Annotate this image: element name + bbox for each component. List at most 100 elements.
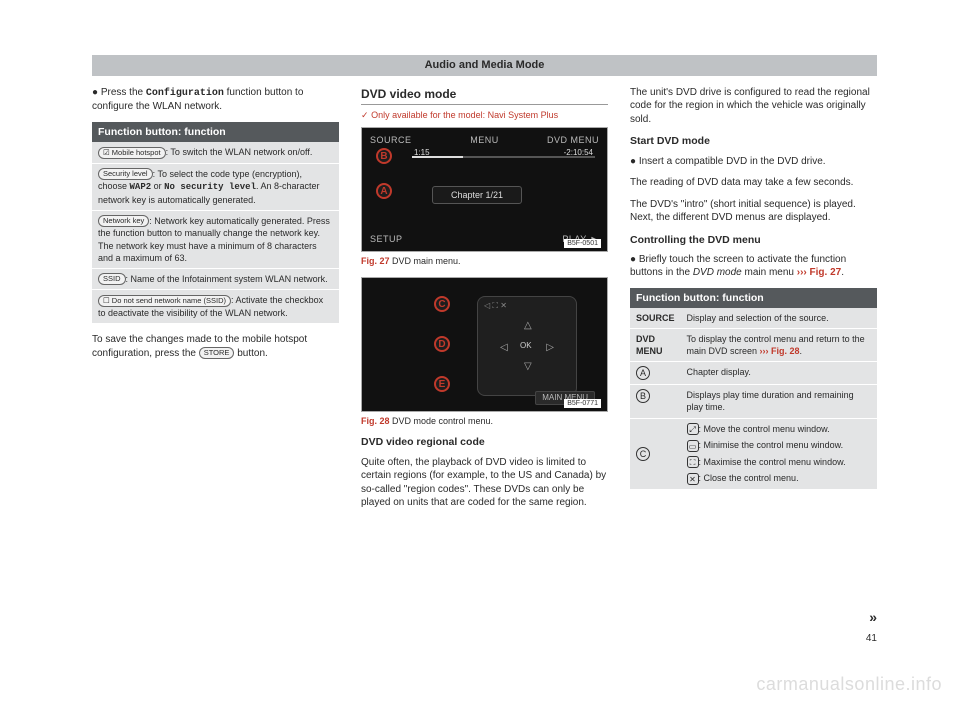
column-2: DVD video mode ✓ Only available for the … (361, 86, 608, 518)
dpad: OK △ ▽ ◁ ▷ ◁ ⛶ ✕ (477, 296, 577, 396)
table-row: A Chapter display. (630, 362, 877, 385)
chapter-label: Chapter 1/21 (432, 186, 522, 204)
fig28-image: OK △ ▽ ◁ ▷ ◁ ⛶ ✕ MAIN MENU C D E B5F-077… (361, 277, 608, 412)
page-number: 41 (866, 632, 877, 646)
function-table: ☑ Mobile hotspot: To switch the WLAN net… (92, 142, 339, 323)
marker-d: D (434, 336, 450, 352)
check-icon: ✓ (361, 110, 369, 120)
p3: The DVD's "intro" (short initial sequenc… (630, 198, 877, 225)
marker-a: A (376, 183, 392, 199)
page-container: Audio and Media Mode ● Press the Configu… (92, 55, 877, 645)
progress-bar (412, 156, 595, 158)
fig27-link: ››› Fig. 27 (797, 267, 841, 278)
dvd-mode-italic: DVD mode (693, 267, 742, 278)
move-icon: ⤢ (687, 423, 699, 435)
circle-a-icon: A (636, 366, 650, 380)
function-table-header: Function button: function (92, 122, 339, 142)
b1: ● Insert a compatible DVD in the DVD dri… (630, 155, 877, 169)
dvd-video-mode-title: DVD video mode (361, 86, 608, 105)
ssid-hide-pill: ☐ Do not send network name (SSID) (98, 295, 231, 307)
dvdmenu-val: To display the control menu and return t… (681, 329, 877, 362)
marker-e: E (434, 376, 450, 392)
c-key: C (630, 418, 681, 489)
text: main menu (742, 267, 797, 278)
text: DVD main menu. (390, 256, 461, 266)
regional-code-text: Quite often, the playback of DVD video i… (361, 456, 608, 510)
fig27-caption: Fig. 27 DVD main menu. (361, 255, 608, 267)
outro-paragraph: To save the changes made to the mobile h… (92, 333, 339, 360)
function-table2-header: Function button: function (630, 288, 877, 308)
continue-arrows: » (869, 608, 877, 627)
text: : Minimise the control menu window. (699, 440, 844, 450)
text: . (841, 267, 844, 278)
store-pill: STORE (199, 347, 235, 359)
controlling-subhead: Controlling the DVD menu (630, 233, 877, 247)
wap2-label: WAP2 (130, 182, 152, 192)
table-row: Network key: Network key automatically g… (92, 210, 339, 268)
a-val: Chapter display. (681, 362, 877, 385)
text: Only available for the model: Navi Syste… (371, 110, 558, 120)
c-val: ⤢: Move the control menu window. ▭: Mini… (681, 418, 877, 489)
text: : Close the control menu. (699, 473, 799, 483)
progress-fill (412, 156, 463, 158)
regional-code-subhead: DVD video regional code (361, 435, 608, 449)
dvdmenu-key: DVD MENU (630, 329, 681, 362)
function-table2: SOURCE Display and selection of the sour… (630, 308, 877, 489)
ok-label: OK (520, 341, 532, 352)
menu-button-label: MENU (470, 134, 499, 146)
arrow-down-icon: ▽ (524, 360, 532, 374)
fig28-number: Fig. 28 (361, 416, 390, 426)
dvdmenu-button-label: DVD MENU (547, 134, 599, 146)
arrow-up-icon: △ (524, 319, 532, 333)
text: : Move the control menu window. (699, 424, 830, 434)
minimise-icon: ▭ (687, 440, 699, 452)
setup-button-label: SETUP (370, 233, 403, 245)
text: : Name of the Infotainment system WLAN n… (126, 274, 328, 284)
marker-c: C (434, 296, 450, 312)
text: button. (234, 348, 267, 359)
b-key: B (630, 385, 681, 418)
table-row: SOURCE Display and selection of the sour… (630, 308, 877, 329)
text: : To switch the WLAN network on/off. (166, 147, 313, 157)
circle-c-icon: C (636, 447, 650, 461)
ssid-pill: SSID (98, 273, 126, 285)
text: Press the (101, 87, 146, 98)
circle-b-icon: B (636, 389, 650, 403)
network-key-pill: Network key (98, 215, 149, 227)
table-row: ☐ Do not send network name (SSID): Activ… (92, 290, 339, 323)
b-val: Displays play time duration and remainin… (681, 385, 877, 418)
start-dvd-subhead: Start DVD mode (630, 134, 877, 148)
column-3: The unit's DVD drive is configured to re… (630, 86, 877, 518)
mobile-hotspot-pill: ☑ Mobile hotspot (98, 147, 166, 159)
watermark: carmanualsonline.info (756, 672, 942, 696)
text: DVD mode control menu. (390, 416, 494, 426)
a-key: A (630, 362, 681, 385)
arrow-right-icon: ▷ (546, 341, 554, 355)
p1: The unit's DVD drive is configured to re… (630, 86, 877, 127)
columns: ● Press the Configuration function butto… (92, 86, 877, 518)
maximise-icon: ⛶ (687, 456, 699, 468)
source-key: SOURCE (630, 308, 681, 329)
table-row: SSID: Name of the Infotainment system WL… (92, 268, 339, 290)
table-row: Security level: To select the code type … (92, 163, 339, 210)
security-level-pill: Security level (98, 168, 153, 180)
intro-paragraph: ● Press the Configuration function butto… (92, 86, 339, 114)
fig27-image: SOURCE MENU DVD MENU SETUP PLAY ► 1:15 -… (361, 127, 608, 252)
image-badge: B5F-0771 (564, 399, 601, 408)
close-icon: ✕ (687, 473, 699, 485)
top-icons: ◁ ⛶ ✕ (484, 301, 507, 312)
arrow-left-icon: ◁ (500, 341, 508, 355)
text: or (151, 181, 164, 191)
p2: The reading of DVD data may take a few s… (630, 176, 877, 190)
table-row: C ⤢: Move the control menu window. ▭: Mi… (630, 418, 877, 489)
section-header: Audio and Media Mode (92, 55, 877, 76)
text: . (800, 346, 803, 356)
fig28-link: ››› Fig. 28 (760, 346, 800, 356)
fig27-number: Fig. 27 (361, 256, 390, 266)
configuration-label: Configuration (146, 88, 224, 99)
model-note: ✓ Only available for the model: Navi Sys… (361, 109, 608, 121)
source-button-label: SOURCE (370, 134, 412, 146)
no-security-label: No security level (164, 182, 256, 192)
table-row: ☑ Mobile hotspot: To switch the WLAN net… (92, 142, 339, 163)
image-badge: B5F-0501 (564, 239, 601, 248)
